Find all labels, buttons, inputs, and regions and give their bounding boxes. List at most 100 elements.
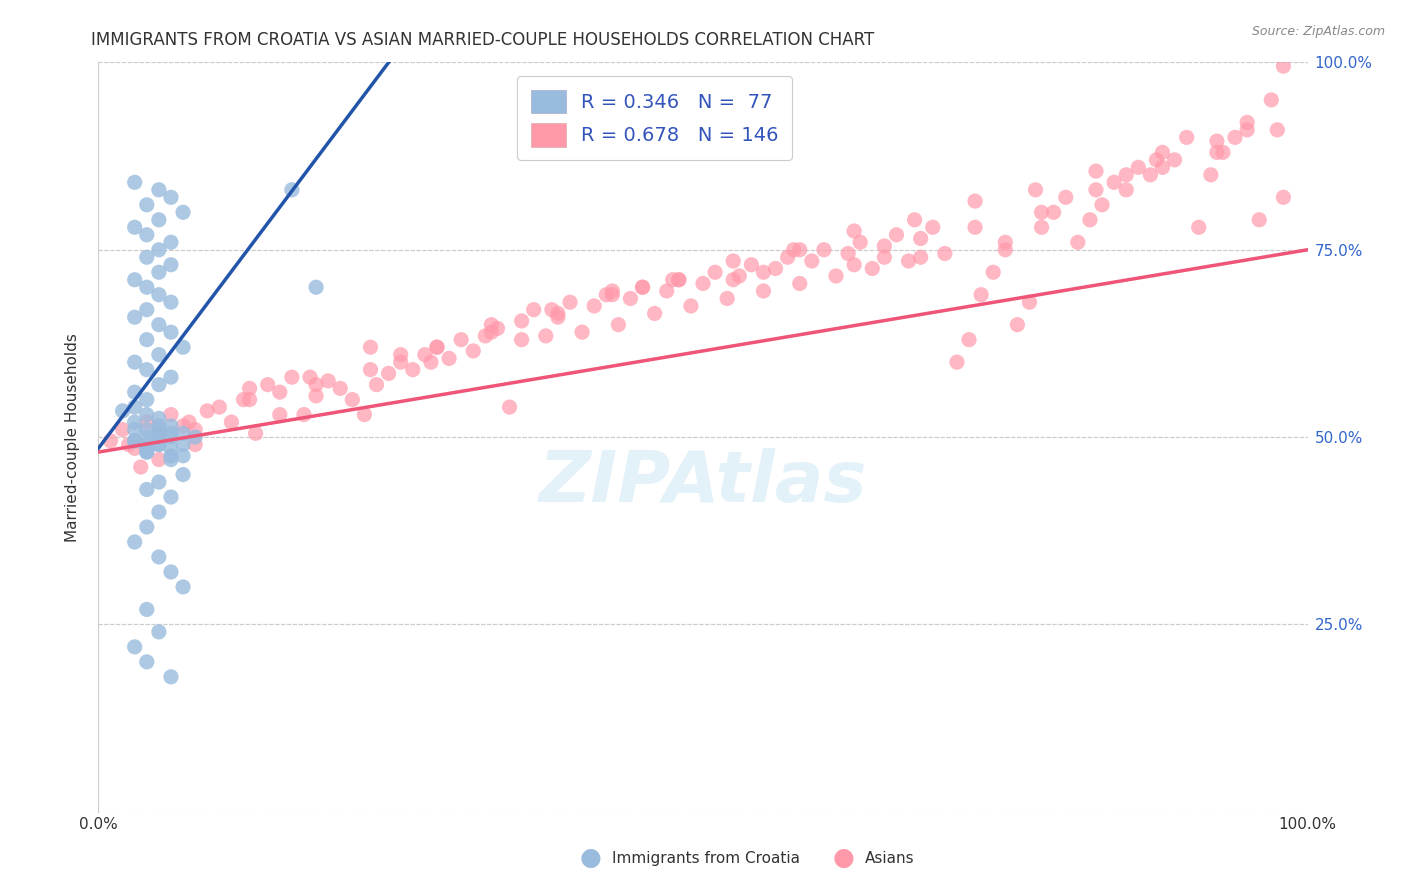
Point bbox=[299, 370, 322, 384]
Point bbox=[160, 370, 183, 384]
Point bbox=[160, 430, 183, 444]
Point bbox=[934, 246, 956, 260]
Point bbox=[1078, 212, 1101, 227]
Point bbox=[269, 408, 291, 422]
Point bbox=[1206, 145, 1229, 160]
Point bbox=[148, 243, 170, 257]
Point bbox=[558, 295, 581, 310]
Point bbox=[124, 535, 146, 549]
Point bbox=[360, 362, 382, 376]
Point bbox=[148, 418, 170, 433]
Point bbox=[510, 314, 533, 328]
Point bbox=[547, 310, 569, 325]
Point bbox=[124, 423, 146, 437]
Point bbox=[160, 565, 183, 579]
Point bbox=[160, 449, 183, 463]
Point bbox=[316, 374, 339, 388]
Point bbox=[148, 348, 170, 362]
Point bbox=[668, 273, 690, 287]
Point bbox=[148, 430, 170, 444]
Point bbox=[1199, 168, 1222, 182]
Point bbox=[256, 377, 278, 392]
Point bbox=[179, 415, 201, 429]
Point bbox=[910, 250, 932, 264]
Point bbox=[1102, 175, 1125, 189]
Point bbox=[813, 243, 835, 257]
Point bbox=[389, 348, 412, 362]
Point bbox=[668, 273, 690, 287]
Point bbox=[148, 549, 170, 564]
Point bbox=[148, 505, 170, 519]
Point bbox=[124, 434, 146, 448]
Point bbox=[970, 287, 993, 301]
Text: Asians: Asians bbox=[865, 851, 914, 865]
Point bbox=[897, 254, 920, 268]
Point bbox=[160, 418, 183, 433]
Point bbox=[474, 329, 496, 343]
Point bbox=[377, 367, 399, 381]
Point bbox=[221, 415, 243, 429]
Point bbox=[463, 343, 485, 358]
Point bbox=[160, 295, 183, 310]
Text: Immigrants from Croatia: Immigrants from Croatia bbox=[612, 851, 800, 865]
Point bbox=[292, 408, 315, 422]
Point bbox=[523, 302, 546, 317]
Point bbox=[160, 490, 183, 504]
Point bbox=[481, 318, 503, 332]
Point bbox=[135, 602, 157, 616]
Point bbox=[148, 426, 170, 441]
Point bbox=[1267, 123, 1289, 137]
Point bbox=[1031, 220, 1053, 235]
Point bbox=[1025, 183, 1047, 197]
Point bbox=[135, 227, 157, 242]
Point bbox=[631, 280, 654, 294]
Point bbox=[800, 254, 823, 268]
Point bbox=[135, 280, 157, 294]
Point bbox=[184, 423, 207, 437]
Point bbox=[957, 333, 980, 347]
Point bbox=[160, 670, 183, 684]
Point bbox=[1031, 205, 1053, 219]
Point bbox=[1272, 59, 1295, 73]
Point bbox=[437, 351, 460, 366]
Point bbox=[100, 434, 122, 448]
Point bbox=[1128, 161, 1150, 175]
Point bbox=[965, 220, 987, 235]
Point bbox=[619, 292, 641, 306]
Point bbox=[994, 235, 1017, 250]
Text: ●: ● bbox=[579, 847, 602, 870]
Point bbox=[135, 445, 157, 459]
Point bbox=[135, 483, 157, 497]
Point bbox=[305, 377, 328, 392]
Point bbox=[160, 325, 183, 339]
Point bbox=[148, 437, 170, 451]
Point bbox=[534, 329, 557, 343]
Point bbox=[1085, 183, 1108, 197]
Point bbox=[342, 392, 364, 407]
Point bbox=[607, 318, 630, 332]
Point bbox=[135, 198, 157, 212]
Point bbox=[789, 243, 811, 257]
Point bbox=[692, 277, 714, 291]
Point bbox=[965, 194, 987, 208]
Point bbox=[135, 362, 157, 376]
Point bbox=[1272, 190, 1295, 204]
Point bbox=[124, 220, 146, 235]
Point bbox=[583, 299, 606, 313]
Point bbox=[172, 449, 194, 463]
Text: IMMIGRANTS FROM CROATIA VS ASIAN MARRIED-COUPLE HOUSEHOLDS CORRELATION CHART: IMMIGRANTS FROM CROATIA VS ASIAN MARRIED… bbox=[91, 31, 875, 49]
Point bbox=[135, 437, 157, 451]
Point bbox=[886, 227, 908, 242]
Point bbox=[160, 190, 183, 204]
Point bbox=[135, 250, 157, 264]
Point bbox=[172, 580, 194, 594]
Point bbox=[1163, 153, 1185, 167]
Point bbox=[837, 246, 859, 260]
Point bbox=[135, 408, 157, 422]
Point bbox=[662, 273, 685, 287]
Point bbox=[148, 437, 170, 451]
Point bbox=[450, 333, 472, 347]
Point bbox=[172, 205, 194, 219]
Point bbox=[124, 400, 146, 414]
Point bbox=[184, 437, 207, 451]
